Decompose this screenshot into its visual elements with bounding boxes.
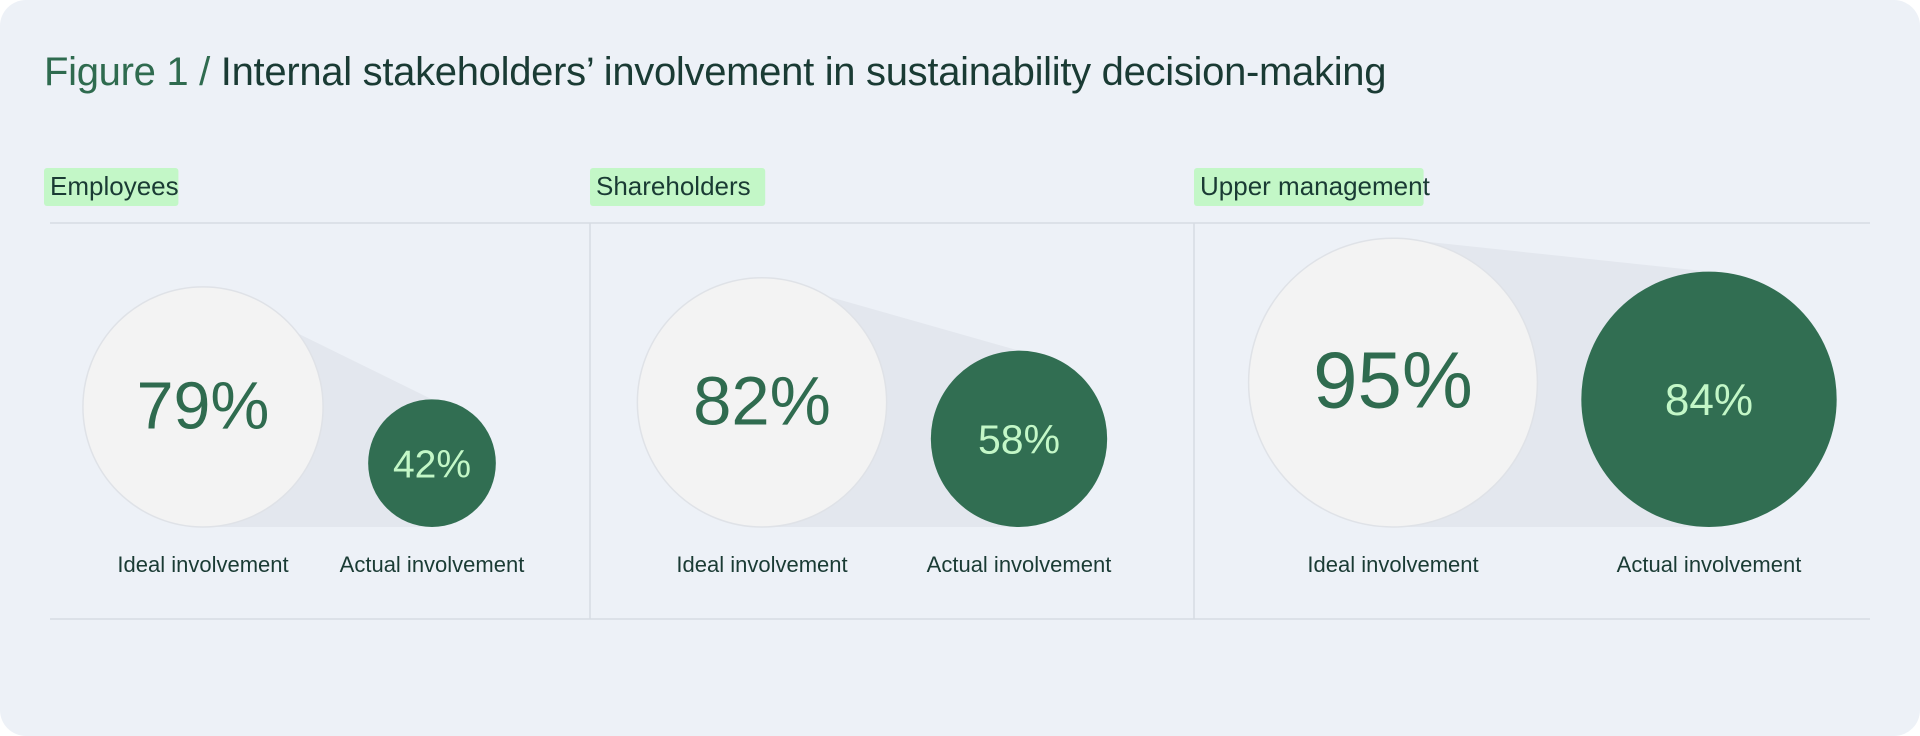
ideal-bubble-upper-management (1247, 237, 1539, 528)
actual-caption-shareholders: Actual involvement (927, 552, 1112, 577)
ideal-caption-upper-management: Ideal involvement (1307, 552, 1478, 577)
ideal-caption-employees: Ideal involvement (117, 552, 288, 577)
group-label-bg-upper-management (1194, 168, 1424, 206)
group-label-bg-shareholders (590, 168, 766, 206)
figure-title: Figure 1 / Internal stakeholders’ involv… (44, 44, 1386, 100)
figure-title-prefix: Figure 1 / (44, 50, 210, 94)
ideal-bubble-employees (82, 286, 324, 528)
group-label-bg-employees (44, 168, 179, 206)
group-label-employees: Employees (50, 171, 179, 201)
figure-title-text: Internal stakeholders’ involvement in su… (220, 50, 1387, 94)
actual-caption-upper-management: Actual involvement (1617, 552, 1802, 577)
group-label-upper-management: Upper management (1200, 171, 1431, 201)
ideal-value-shareholders: 82% (693, 363, 831, 440)
group-label-shareholders: Shareholders (596, 171, 751, 201)
ideal-bubble-shareholders (636, 276, 888, 528)
actual-value-employees: 42% (393, 443, 471, 486)
actual-bubble-employees (368, 399, 496, 527)
actual-value-shareholders: 58% (978, 417, 1060, 463)
actual-caption-employees: Actual involvement (340, 552, 525, 577)
ideal-caption-shareholders: Ideal involvement (676, 552, 847, 577)
actual-bubble-shareholders (930, 350, 1108, 527)
ideal-value-upper-management: 95% (1313, 336, 1473, 425)
actual-bubble-upper-management (1581, 271, 1837, 527)
actual-value-upper-management: 84% (1665, 376, 1753, 425)
ideal-value-employees: 79% (137, 369, 270, 443)
